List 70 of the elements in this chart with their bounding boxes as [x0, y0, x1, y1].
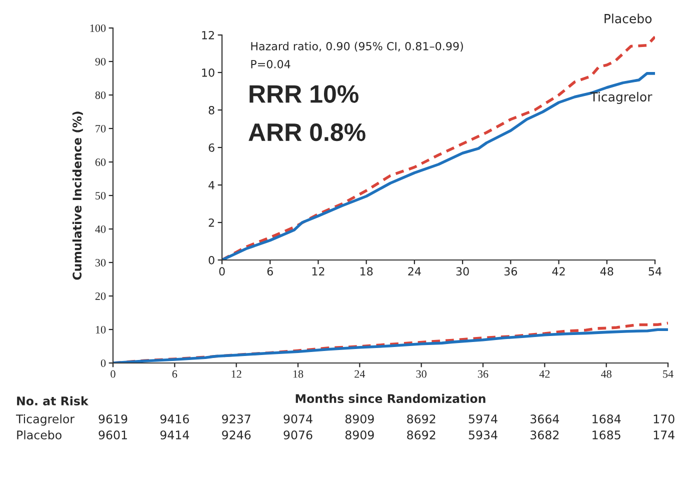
text: 8692 [407, 430, 436, 440]
y-tick-label: 50 [96, 192, 106, 200]
text: 9619 [98, 414, 128, 424]
x-tick-label: 24 [354, 370, 366, 378]
x-tick-label: 48 [600, 267, 614, 276]
text: 9246 [222, 430, 251, 440]
text: 9076 [284, 430, 312, 440]
x-tick-label: 12 [312, 267, 324, 276]
y-axis-title: Cumulative Incidence (%) [72, 112, 83, 280]
text: Placebo [17, 430, 62, 440]
y-tick-label: 80 [95, 91, 106, 99]
text: 5934 [468, 430, 498, 440]
x-tick-label: 24 [408, 267, 421, 276]
x-tick-label: 0 [219, 267, 225, 276]
text: 8909 [345, 430, 374, 440]
y-tick-label: 30 [95, 258, 106, 266]
x-tick-label: 30 [456, 267, 469, 276]
y-tick-label: 10 [202, 68, 214, 77]
x-axis-title: Months since Randomization [296, 394, 486, 404]
x-tick-label: 6 [267, 267, 273, 276]
x-tick-label: 18 [360, 267, 373, 276]
x-tick-label: 48 [600, 370, 612, 378]
text: 174 [654, 430, 674, 440]
x-tick-label: 42 [539, 370, 550, 378]
y-tick-label: 60 [95, 158, 106, 166]
line-series [222, 35, 655, 260]
annotation: ARR 0.8% [248, 123, 366, 142]
y-tick-label: 20 [95, 292, 106, 300]
x-tick-label: 12 [232, 370, 242, 378]
text: 9237 [222, 414, 250, 424]
text: 9074 [284, 414, 312, 424]
y-tick-label: 10 [96, 326, 106, 334]
text: 9601 [98, 430, 127, 440]
y-tick-label: 4 [208, 181, 214, 190]
x-tick-label: 36 [478, 370, 488, 378]
x-tick-label: 54 [648, 267, 662, 276]
text: 1684 [592, 414, 621, 424]
x-tick-label: 18 [293, 370, 304, 378]
text: 8692 [407, 414, 436, 424]
series-label: Ticagrelor [590, 92, 652, 104]
annotation: Hazard ratio, 0.90 (95% CI, 0.81–0.99) [251, 42, 463, 52]
x-tick-label: 0 [110, 370, 116, 378]
x-tick-label: 42 [552, 267, 565, 276]
text: 9414 [160, 430, 190, 440]
text: 1685 [592, 430, 620, 440]
y-tick-label: 6 [208, 143, 214, 152]
text: Ticagrelor [16, 414, 75, 426]
annotation: RRR 10% [250, 85, 358, 103]
text: 9416 [160, 414, 189, 424]
text: No. at Risk [17, 396, 89, 406]
y-tick-label: 70 [96, 124, 106, 132]
y-tick-label: 0 [100, 359, 106, 367]
x-tick-label: 36 [504, 267, 518, 276]
y-tick-label: 8 [208, 106, 214, 114]
y-tick-label: 2 [208, 218, 214, 227]
x-tick-label: 30 [416, 370, 426, 378]
text: 8909 [345, 414, 374, 424]
y-tick-label: 0 [208, 256, 214, 264]
x-tick-label: 54 [663, 370, 674, 378]
y-tick-label: 40 [95, 225, 106, 233]
text: 170 [654, 414, 674, 424]
y-tick-label: 90 [95, 58, 106, 66]
annotation: P=0.04 [251, 60, 290, 68]
y-tick-label: 12 [202, 30, 214, 40]
text: 5974 [468, 414, 498, 424]
series-label: Placebo [604, 14, 652, 24]
x-tick-label: 6 [172, 370, 178, 378]
y-tick-label: 100 [90, 24, 106, 32]
text: 3682 [530, 430, 559, 440]
text: 3664 [530, 414, 560, 424]
